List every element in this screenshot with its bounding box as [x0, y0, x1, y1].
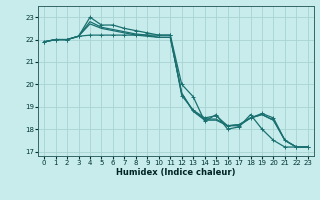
X-axis label: Humidex (Indice chaleur): Humidex (Indice chaleur): [116, 168, 236, 177]
